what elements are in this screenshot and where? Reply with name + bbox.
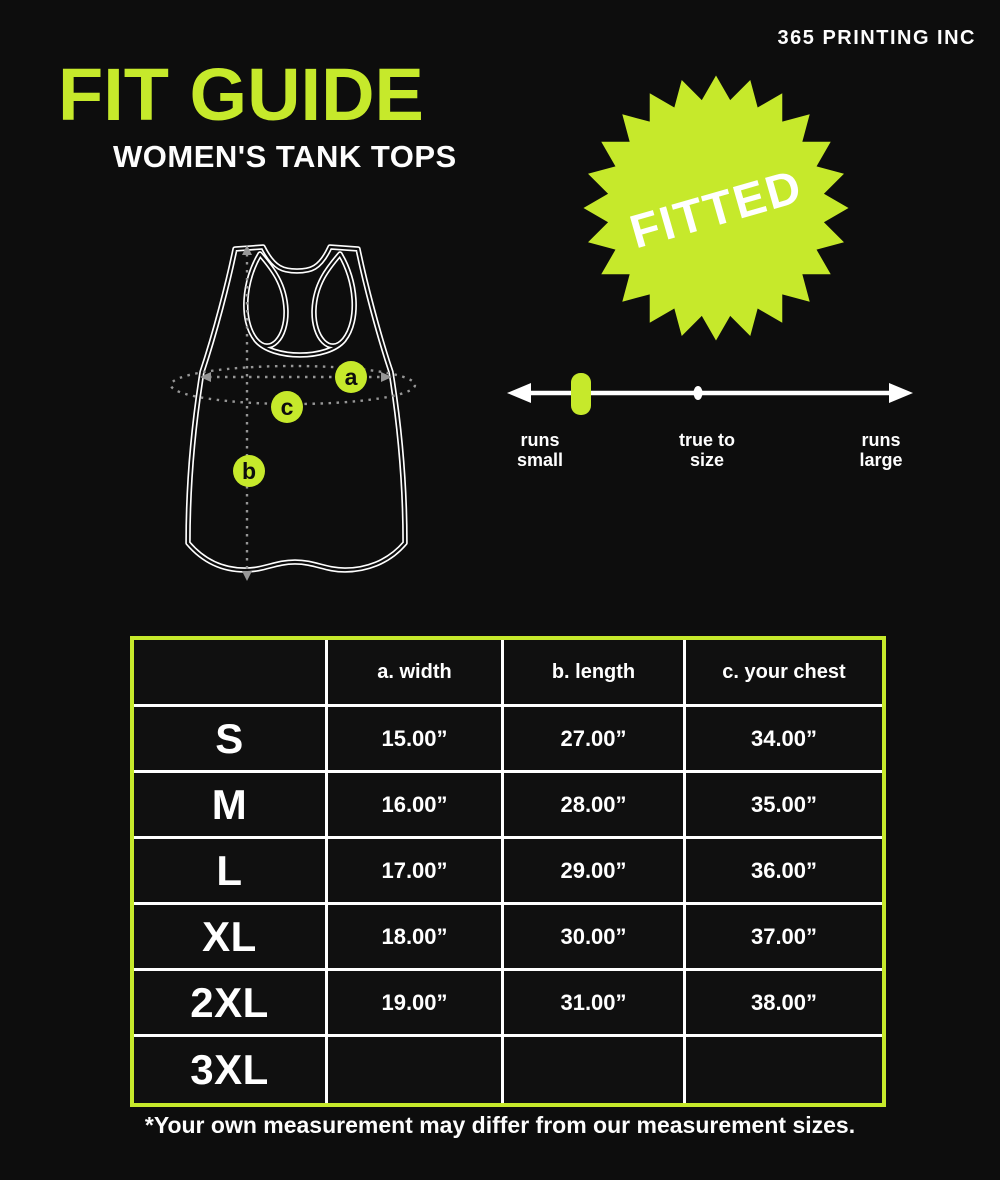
scale-midpoint-dot bbox=[693, 386, 703, 400]
back-panel-curve bbox=[253, 337, 347, 358]
size-cell-2xl: 2XL bbox=[134, 971, 328, 1037]
page-subtitle: WOMEN'S TANK TOPS bbox=[113, 139, 457, 174]
length-cell-m: 28.00” bbox=[504, 773, 686, 839]
label-runs-large: runs large bbox=[838, 430, 924, 471]
marker-a-label: a bbox=[345, 364, 358, 390]
size-cell-m: M bbox=[134, 773, 328, 839]
width-cell-2xl: 19.00” bbox=[328, 971, 504, 1037]
marker-c-label: c bbox=[281, 394, 294, 420]
footnote: *Your own measurement may differ from ou… bbox=[144, 1112, 856, 1138]
runs-large-line1: runs bbox=[861, 430, 901, 450]
width-cell-3xl bbox=[328, 1037, 504, 1103]
chest-cell-m: 35.00” bbox=[686, 773, 882, 839]
true-to-size-line2: size bbox=[689, 449, 725, 470]
scale-marker bbox=[571, 373, 591, 415]
table-header-size bbox=[134, 640, 328, 707]
chest-measure-ellipse bbox=[169, 364, 417, 406]
true-to-size-line1: true to bbox=[679, 430, 735, 450]
marker-b-label: b bbox=[242, 458, 256, 484]
length-cell-xl: 30.00” bbox=[504, 905, 686, 971]
measure-arrowheads bbox=[200, 245, 392, 581]
table-header-width: a. width bbox=[328, 640, 504, 707]
chest-cell-2xl: 38.00” bbox=[686, 971, 882, 1037]
measurement-marker-c: c bbox=[271, 391, 303, 423]
tank-top-diagram: a c b bbox=[169, 244, 417, 581]
fitted-badge: FITTED bbox=[574, 66, 858, 350]
fit-scale-arrow bbox=[507, 373, 913, 415]
length-cell-3xl bbox=[504, 1037, 686, 1103]
label-true-to-size: true to size bbox=[664, 430, 750, 471]
table-header-chest: c. your chest bbox=[686, 640, 882, 707]
size-cell-3xl: 3XL bbox=[134, 1037, 328, 1103]
length-cell-2xl: 31.00” bbox=[504, 971, 686, 1037]
length-cell-s: 27.00” bbox=[504, 707, 686, 773]
runs-small-line1: runs bbox=[520, 430, 560, 450]
page-title: FIT GUIDE bbox=[58, 53, 424, 136]
chest-cell-l: 36.00” bbox=[686, 839, 882, 905]
size-cell-xl: XL bbox=[134, 905, 328, 971]
scale-arrow-left-icon bbox=[507, 383, 531, 403]
label-runs-small: runs small bbox=[500, 430, 580, 471]
measurement-marker-b: b bbox=[233, 455, 265, 487]
size-table: a. width b. length c. your chest S 15.00… bbox=[130, 636, 886, 1107]
table-header-length: b. length bbox=[504, 640, 686, 707]
width-cell-m: 16.00” bbox=[328, 773, 504, 839]
width-cell-l: 17.00” bbox=[328, 839, 504, 905]
runs-large-line2: large bbox=[859, 449, 903, 470]
length-cell-l: 29.00” bbox=[504, 839, 686, 905]
starburst-icon bbox=[583, 75, 849, 341]
brand-text: 365 PRINTING INC bbox=[777, 27, 976, 49]
chest-cell-xl: 37.00” bbox=[686, 905, 882, 971]
size-cell-l: L bbox=[134, 839, 328, 905]
width-cell-xl: 18.00” bbox=[328, 905, 504, 971]
chest-cell-s: 34.00” bbox=[686, 707, 882, 773]
measurement-marker-a: a bbox=[335, 361, 367, 393]
width-cell-s: 15.00” bbox=[328, 707, 504, 773]
size-cell-s: S bbox=[134, 707, 328, 773]
chest-cell-3xl bbox=[686, 1037, 882, 1103]
scale-arrow-right-icon bbox=[889, 383, 913, 403]
runs-small-line2: small bbox=[516, 449, 564, 470]
